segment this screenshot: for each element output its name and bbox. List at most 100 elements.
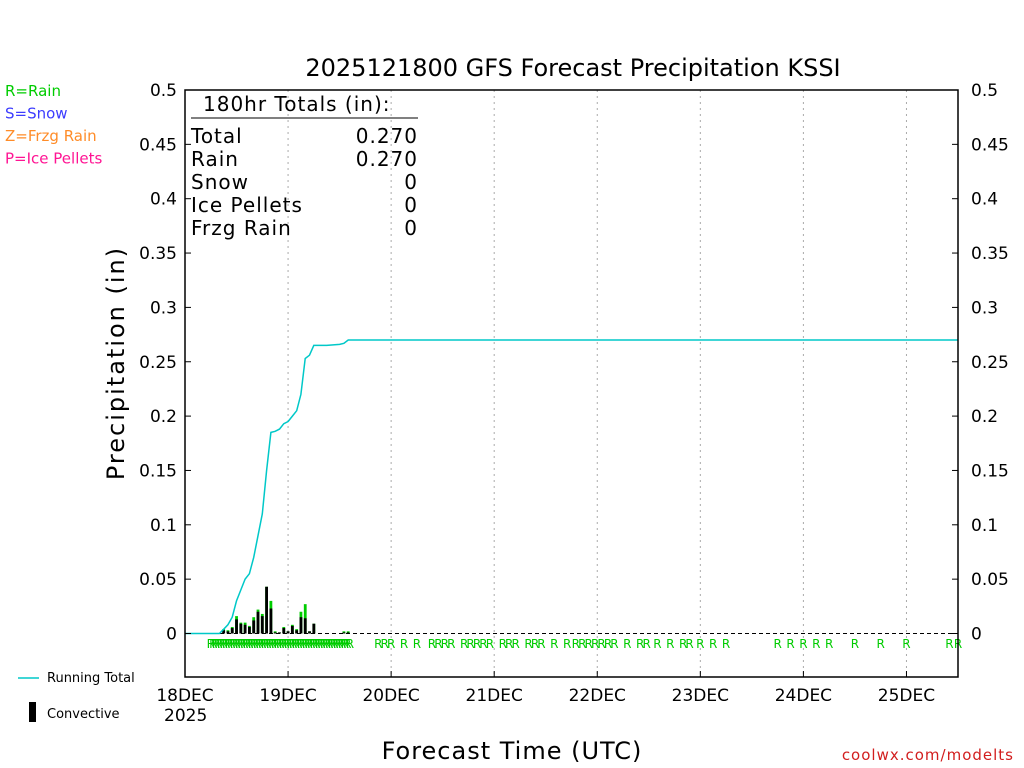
convective-bar xyxy=(256,611,260,634)
ptype-marker: R xyxy=(248,637,256,651)
ptype-marker: R xyxy=(902,637,910,651)
totals-row-value: 0.270 xyxy=(356,124,418,148)
x-tick-label: 18DEC xyxy=(156,686,213,706)
y-tick-label: 0.5 xyxy=(971,81,998,101)
ptype-marker: R xyxy=(604,637,612,651)
precip-bar xyxy=(342,631,346,634)
y-axis-left: 0 0.05 0.1 0.15 0.2 0.25 0.3 0.35 0.4 0.45 0.5 xyxy=(139,81,191,645)
ptype-marker: R xyxy=(261,637,269,651)
y-tick-label: 0.3 xyxy=(971,298,998,318)
y-tick-label: 0.35 xyxy=(971,244,1009,264)
ptype-marker: R xyxy=(279,637,287,651)
year-label: 2025 xyxy=(164,706,207,726)
ptype-marker: R xyxy=(302,637,310,651)
ptype-marker: R xyxy=(597,637,605,651)
convective-bar xyxy=(295,630,299,634)
totals-row-value: 0 xyxy=(404,193,418,217)
x-tick-label: 25DEC xyxy=(878,686,935,706)
ptype-marker: R xyxy=(250,637,258,651)
convective-swatch xyxy=(29,702,36,722)
y-tick-label: 0 xyxy=(971,625,982,645)
site-credit: coolwx.com/modelts xyxy=(842,746,1014,764)
ptype-marker: R xyxy=(786,637,794,651)
ptype-marker: R xyxy=(338,637,346,651)
convective-bar xyxy=(346,632,350,634)
ptype-marker: R xyxy=(722,637,730,651)
x-tick-label: 19DEC xyxy=(259,686,316,706)
ptype-marker: R xyxy=(499,637,507,651)
ptype-marker: R xyxy=(271,637,279,651)
y-axis-right: 0 0.05 0.1 0.15 0.2 0.25 0.3 0.35 0.4 0.45 0.5 xyxy=(952,81,1009,645)
ptype-marker: R xyxy=(413,637,421,651)
ptype-marker: R xyxy=(312,637,320,651)
x-tick-label: 20DEC xyxy=(362,686,419,706)
convective-bar xyxy=(260,616,264,634)
ptype-marker: R xyxy=(222,637,230,651)
convective-legend-label: Convective xyxy=(47,707,120,722)
ptype-marker: R xyxy=(572,637,580,651)
chart-title: 2025121800 GFS Forecast Precipitation KS… xyxy=(305,54,840,82)
ptype-markers: RRRRRRRRRRRRRRRRRRRRRRRRRRRRRRRRRRRRRRRR… xyxy=(207,637,963,651)
ptype-marker: R xyxy=(214,637,222,651)
convective-bar xyxy=(308,631,311,634)
totals-row-value: 0.270 xyxy=(356,147,418,171)
ptype-marker: R xyxy=(877,637,885,651)
ptype-marker: R xyxy=(709,637,717,651)
totals-box: 180hr Totals (in): Total 0.270 Rain 0.270 Sn… xyxy=(190,92,418,240)
y-tick-label: 0.1 xyxy=(150,516,177,536)
ptype-marker: R xyxy=(217,637,225,651)
convective-bars xyxy=(222,586,350,634)
convective-bar xyxy=(282,628,286,634)
precip-bar xyxy=(346,631,350,634)
convective-bar xyxy=(290,625,294,634)
convective-bar xyxy=(243,624,247,634)
y-tick-label: 0.25 xyxy=(971,353,1009,373)
ptype-marker: R xyxy=(227,637,235,651)
ptype-marker: R xyxy=(636,637,644,651)
convective-bar xyxy=(269,608,273,634)
ptype-marker: R xyxy=(550,637,558,651)
x-tick-label: 22DEC xyxy=(569,686,626,706)
ptype-marker: R xyxy=(268,637,276,651)
totals-row-label: Total xyxy=(190,124,243,148)
ptype-marker: R xyxy=(466,637,474,651)
ptype-marker: R xyxy=(799,637,807,651)
ptype-marker: R xyxy=(289,637,297,651)
ptype-marker: R xyxy=(374,637,382,651)
ptype-marker: R xyxy=(479,637,487,651)
y-tick-label: 0.15 xyxy=(139,461,177,481)
x-axis-title: Forecast Time (UTC) xyxy=(382,737,643,765)
ptype-marker: R xyxy=(238,637,246,651)
ptype-marker: R xyxy=(460,637,468,651)
convective-bar xyxy=(248,626,251,634)
ptype-legend: R=Rain S=Snow Z=Frzg Rain P=Ice Pellets xyxy=(5,82,102,168)
ptype-marker: R xyxy=(400,637,408,651)
convective-bar xyxy=(312,623,316,634)
ptype-marker: R xyxy=(286,637,294,651)
ptype-marker: R xyxy=(434,637,442,651)
running-total-line xyxy=(185,339,958,635)
x-axis: 18DEC 19DEC 20DEC 21DEC 22DEC 23DEC 24DEC 25DEC xyxy=(156,671,935,706)
y-tick-label: 0.45 xyxy=(139,135,177,155)
ptype-marker: R xyxy=(610,637,618,651)
y-tick-label: 0.35 xyxy=(139,244,177,264)
ptype-marker: R xyxy=(328,637,336,651)
ptype-marker: R xyxy=(253,637,261,651)
ptype-marker: R xyxy=(330,637,338,651)
totals-row-label: Snow xyxy=(191,170,249,194)
ptype-marker: R xyxy=(294,637,302,651)
y-tick-label: 0.2 xyxy=(150,407,177,427)
ptype-marker: R xyxy=(387,637,395,651)
precip-bar xyxy=(273,631,277,634)
y-tick-label: 0.45 xyxy=(971,135,1009,155)
ptype-legend-item: S=Snow xyxy=(5,105,68,123)
ptype-marker: R xyxy=(333,637,341,651)
x-tick-label: 21DEC xyxy=(466,686,523,706)
ptype-marker: R xyxy=(585,637,593,651)
plot-frame xyxy=(184,89,959,678)
ptype-marker: R xyxy=(323,637,331,651)
ptype-marker: R xyxy=(537,637,545,651)
totals-rows: Total 0.270 Rain 0.270 Snow 0 Ice Pellets 0 Frzg… xyxy=(190,124,418,240)
ptype-marker: R xyxy=(441,637,449,651)
ptype-marker: R xyxy=(335,637,343,651)
